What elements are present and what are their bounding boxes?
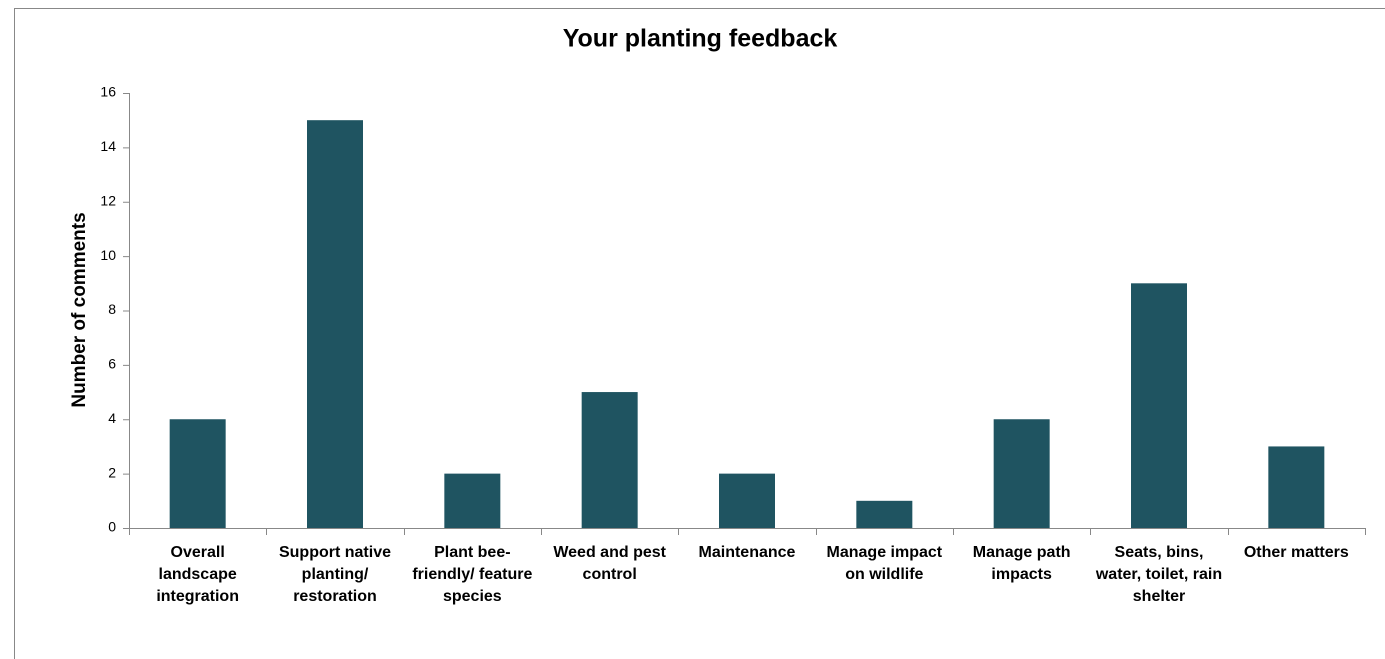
- x-tick-label-box: Support native planting/ restoration: [278, 544, 391, 605]
- x-tick-label: Manage path impacts: [972, 544, 1071, 583]
- y-tick-label: 8: [108, 301, 116, 317]
- y-tick-label: 6: [108, 356, 116, 372]
- bar: [581, 392, 638, 528]
- x-tick-label: Plant bee-friendly/ feature species: [412, 544, 533, 605]
- bar: [719, 473, 775, 528]
- y-tick-label: 10: [100, 247, 116, 263]
- x-tick-label-box: Overall landscape integration: [156, 544, 239, 605]
- x-tick-label-box: Manage path impacts: [972, 544, 1071, 583]
- x-tick-label-box: Manage impact on wildlife: [826, 544, 943, 583]
- x-tick-label-box: Seats, bins, water, toilet, rain shelter: [1095, 544, 1223, 605]
- x-tick-label: Overall landscape integration: [156, 544, 239, 605]
- y-tick-label: 2: [108, 464, 116, 480]
- x-tick-label: Maintenance: [698, 544, 796, 561]
- y-tick-label: 4: [108, 410, 116, 426]
- x-tick-label: Manage impact on wildlife: [826, 544, 943, 583]
- x-tick-label: Support native planting/ restoration: [278, 544, 391, 605]
- x-tick-label-box: Plant bee-friendly/ feature species: [412, 544, 533, 605]
- x-tick-label-box: Maintenance: [698, 544, 796, 561]
- x-tick-label: Other matters: [1243, 544, 1349, 561]
- bar: [307, 120, 363, 528]
- chart-title: Your planting feedback: [563, 25, 838, 53]
- bar: [993, 419, 1050, 528]
- y-tick-label: 14: [100, 138, 116, 154]
- y-axis-label: Number of comments: [69, 212, 90, 407]
- bar: [856, 500, 913, 528]
- x-tick-label-box: Other matters: [1243, 544, 1349, 561]
- x-tick-label: Seats, bins, water, toilet, rain shelter: [1095, 544, 1223, 605]
- bar: [1131, 283, 1187, 528]
- x-tick-label-box: Weed and pest control: [553, 544, 666, 583]
- bar: [444, 473, 501, 528]
- y-tick-label: 12: [100, 192, 116, 208]
- x-tick-label: Weed and pest control: [553, 544, 666, 583]
- bar: [169, 419, 226, 528]
- y-tick-label: 0: [108, 519, 116, 535]
- bar: [1268, 446, 1325, 528]
- y-tick-label: 16: [100, 84, 116, 100]
